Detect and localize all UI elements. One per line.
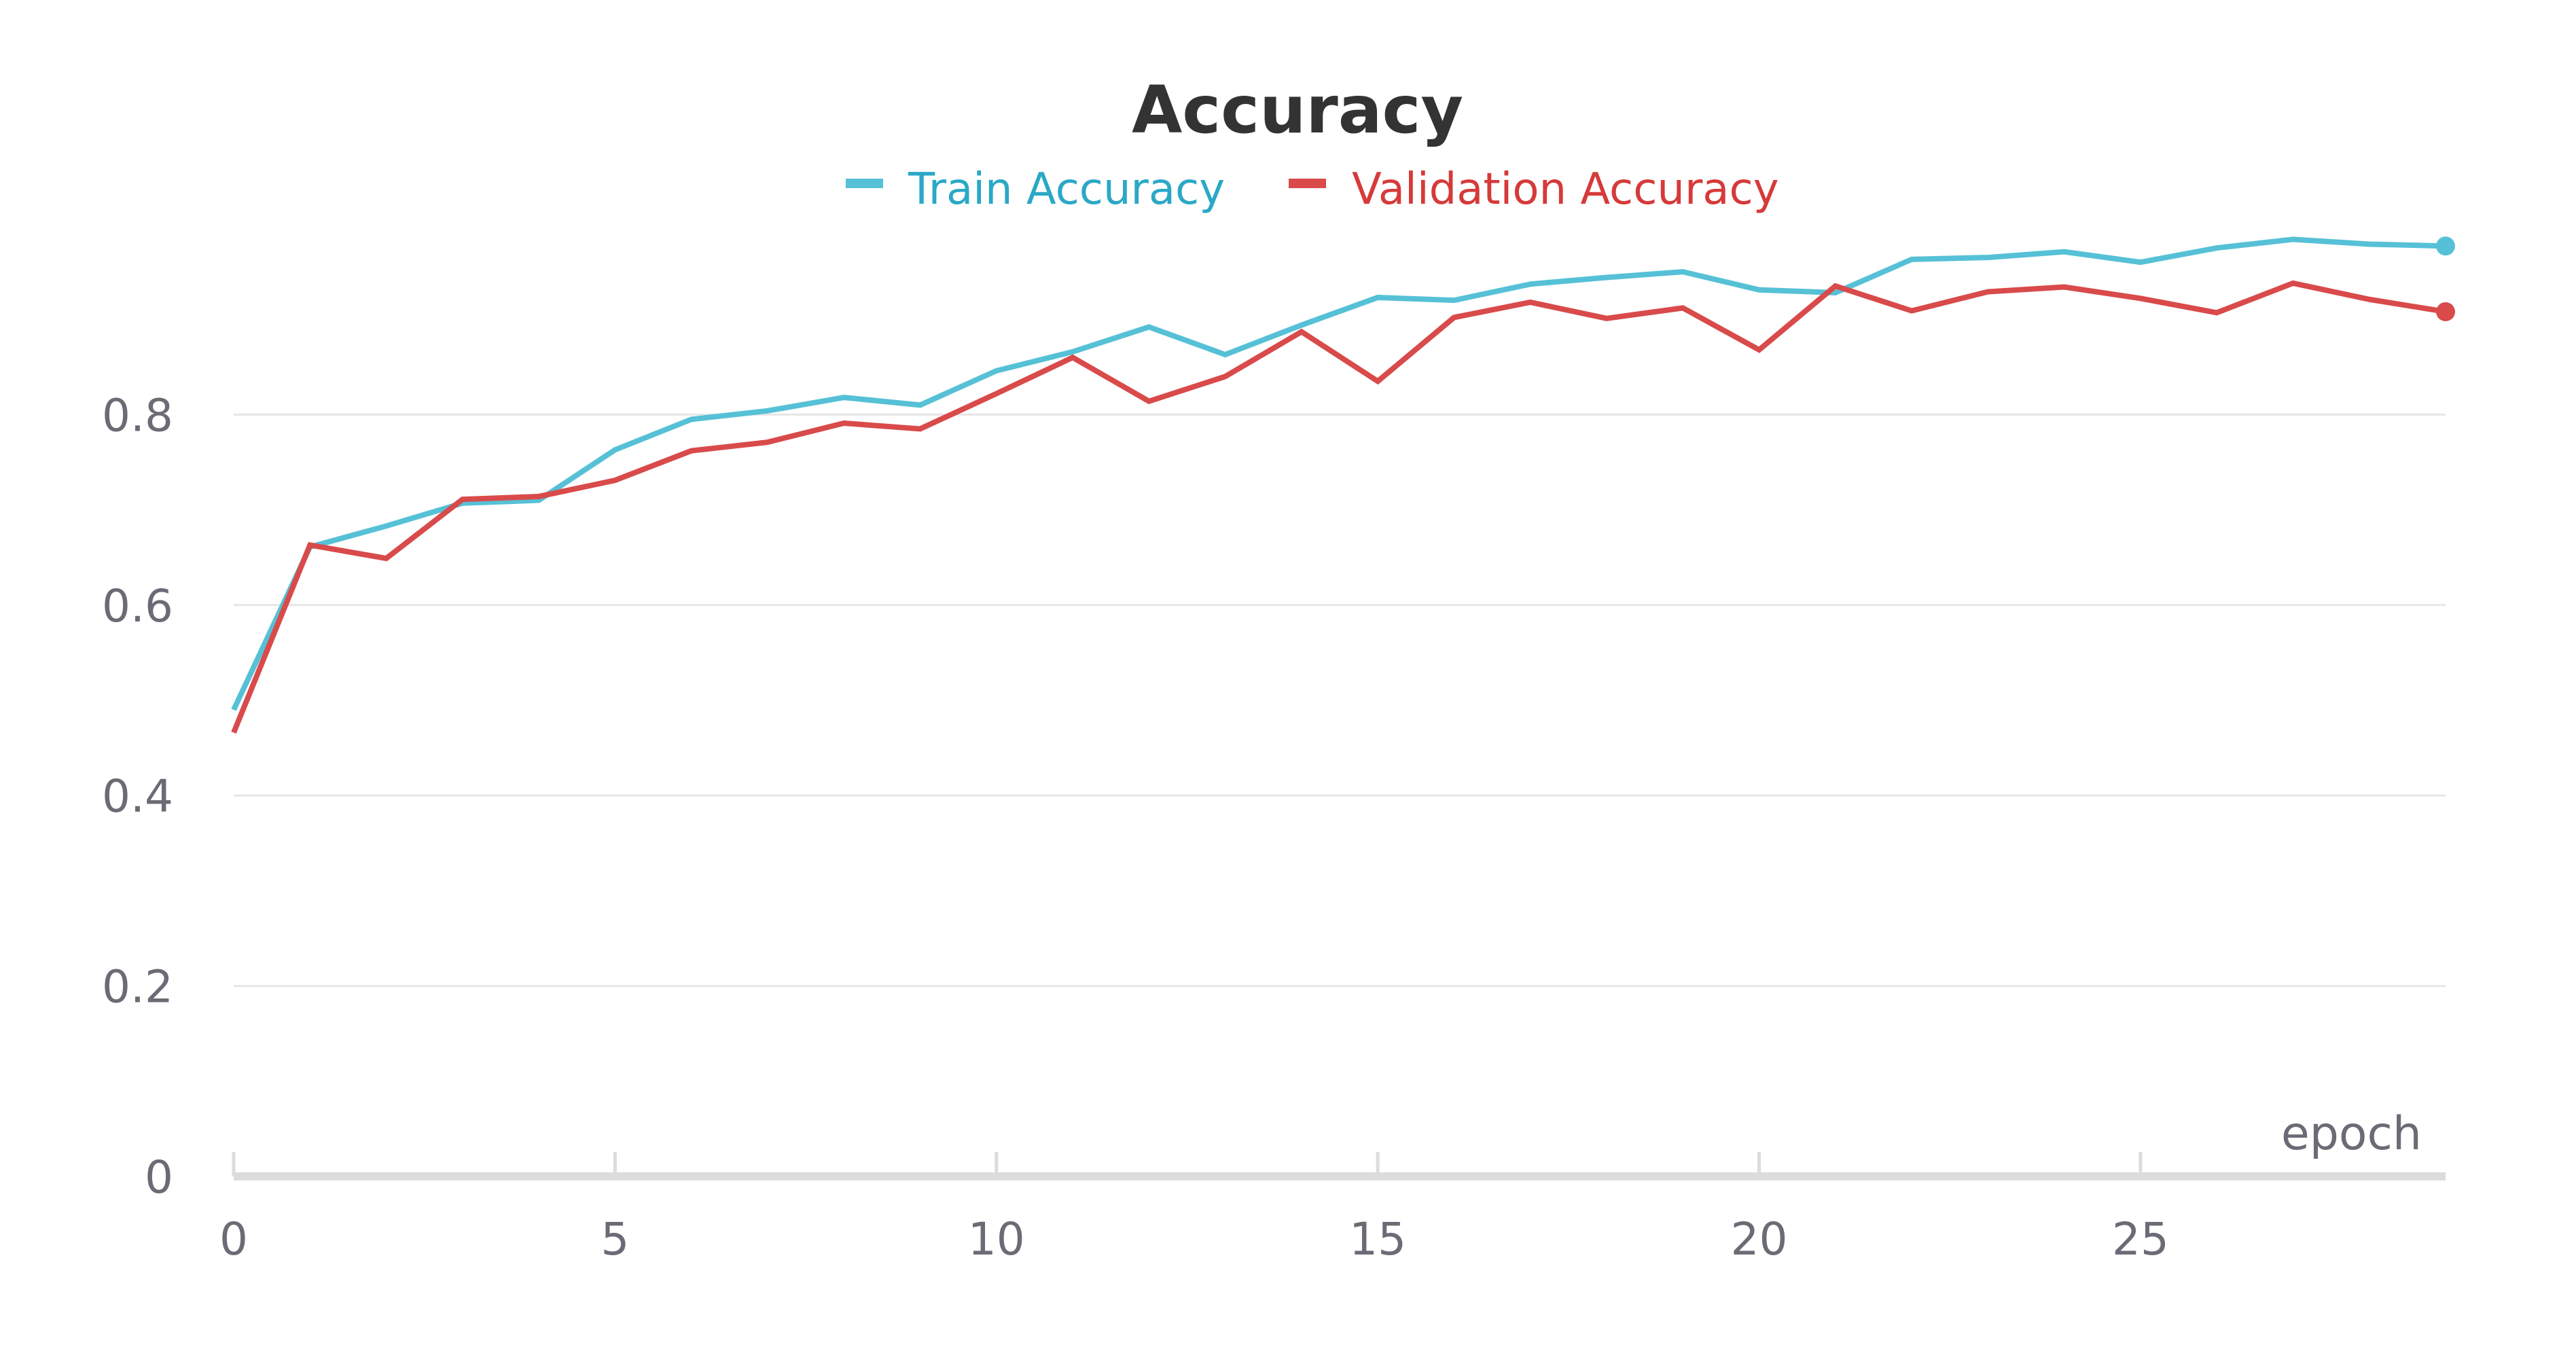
y-tick-label: 0.4: [102, 770, 173, 823]
x-tick-label: 5: [601, 1213, 629, 1265]
gridlines: [234, 413, 2446, 988]
x-axis: 0 5 10 15 20 25: [219, 1152, 2446, 1265]
y-tick-label: 0.6: [102, 580, 173, 632]
x-tick-label: 20: [1731, 1213, 1788, 1265]
x-tick-label: 10: [968, 1213, 1025, 1265]
y-tick-label: 0: [145, 1151, 173, 1204]
y-tick-label: 0.2: [102, 961, 173, 1013]
y-axis-ticks: 0 0.2 0.4 0.6 0.8: [102, 389, 173, 1204]
legend-label-validation[interactable]: Validation Accuracy: [1352, 164, 1779, 215]
x-axis-label: epoch: [2281, 1107, 2422, 1161]
series-line-train-accuracy[interactable]: [231, 236, 2446, 711]
series-line-validation-accuracy[interactable]: [231, 280, 2446, 734]
x-tick-label: 25: [2112, 1213, 2169, 1265]
series-endpoint-validation-accuracy[interactable]: [2436, 302, 2455, 321]
series-lines[interactable]: [231, 236, 2455, 734]
x-tick-label: 15: [1349, 1213, 1406, 1265]
legend-label-train[interactable]: Train Accuracy: [908, 164, 1225, 215]
series-endpoint-train-accuracy[interactable]: [2436, 236, 2455, 256]
y-tick-label: 0.8: [102, 389, 173, 441]
x-tick-label: 0: [219, 1213, 248, 1265]
legend[interactable]: Train Accuracy Validation Accuracy: [846, 164, 1779, 215]
chart-title: Accuracy: [1132, 72, 1463, 148]
